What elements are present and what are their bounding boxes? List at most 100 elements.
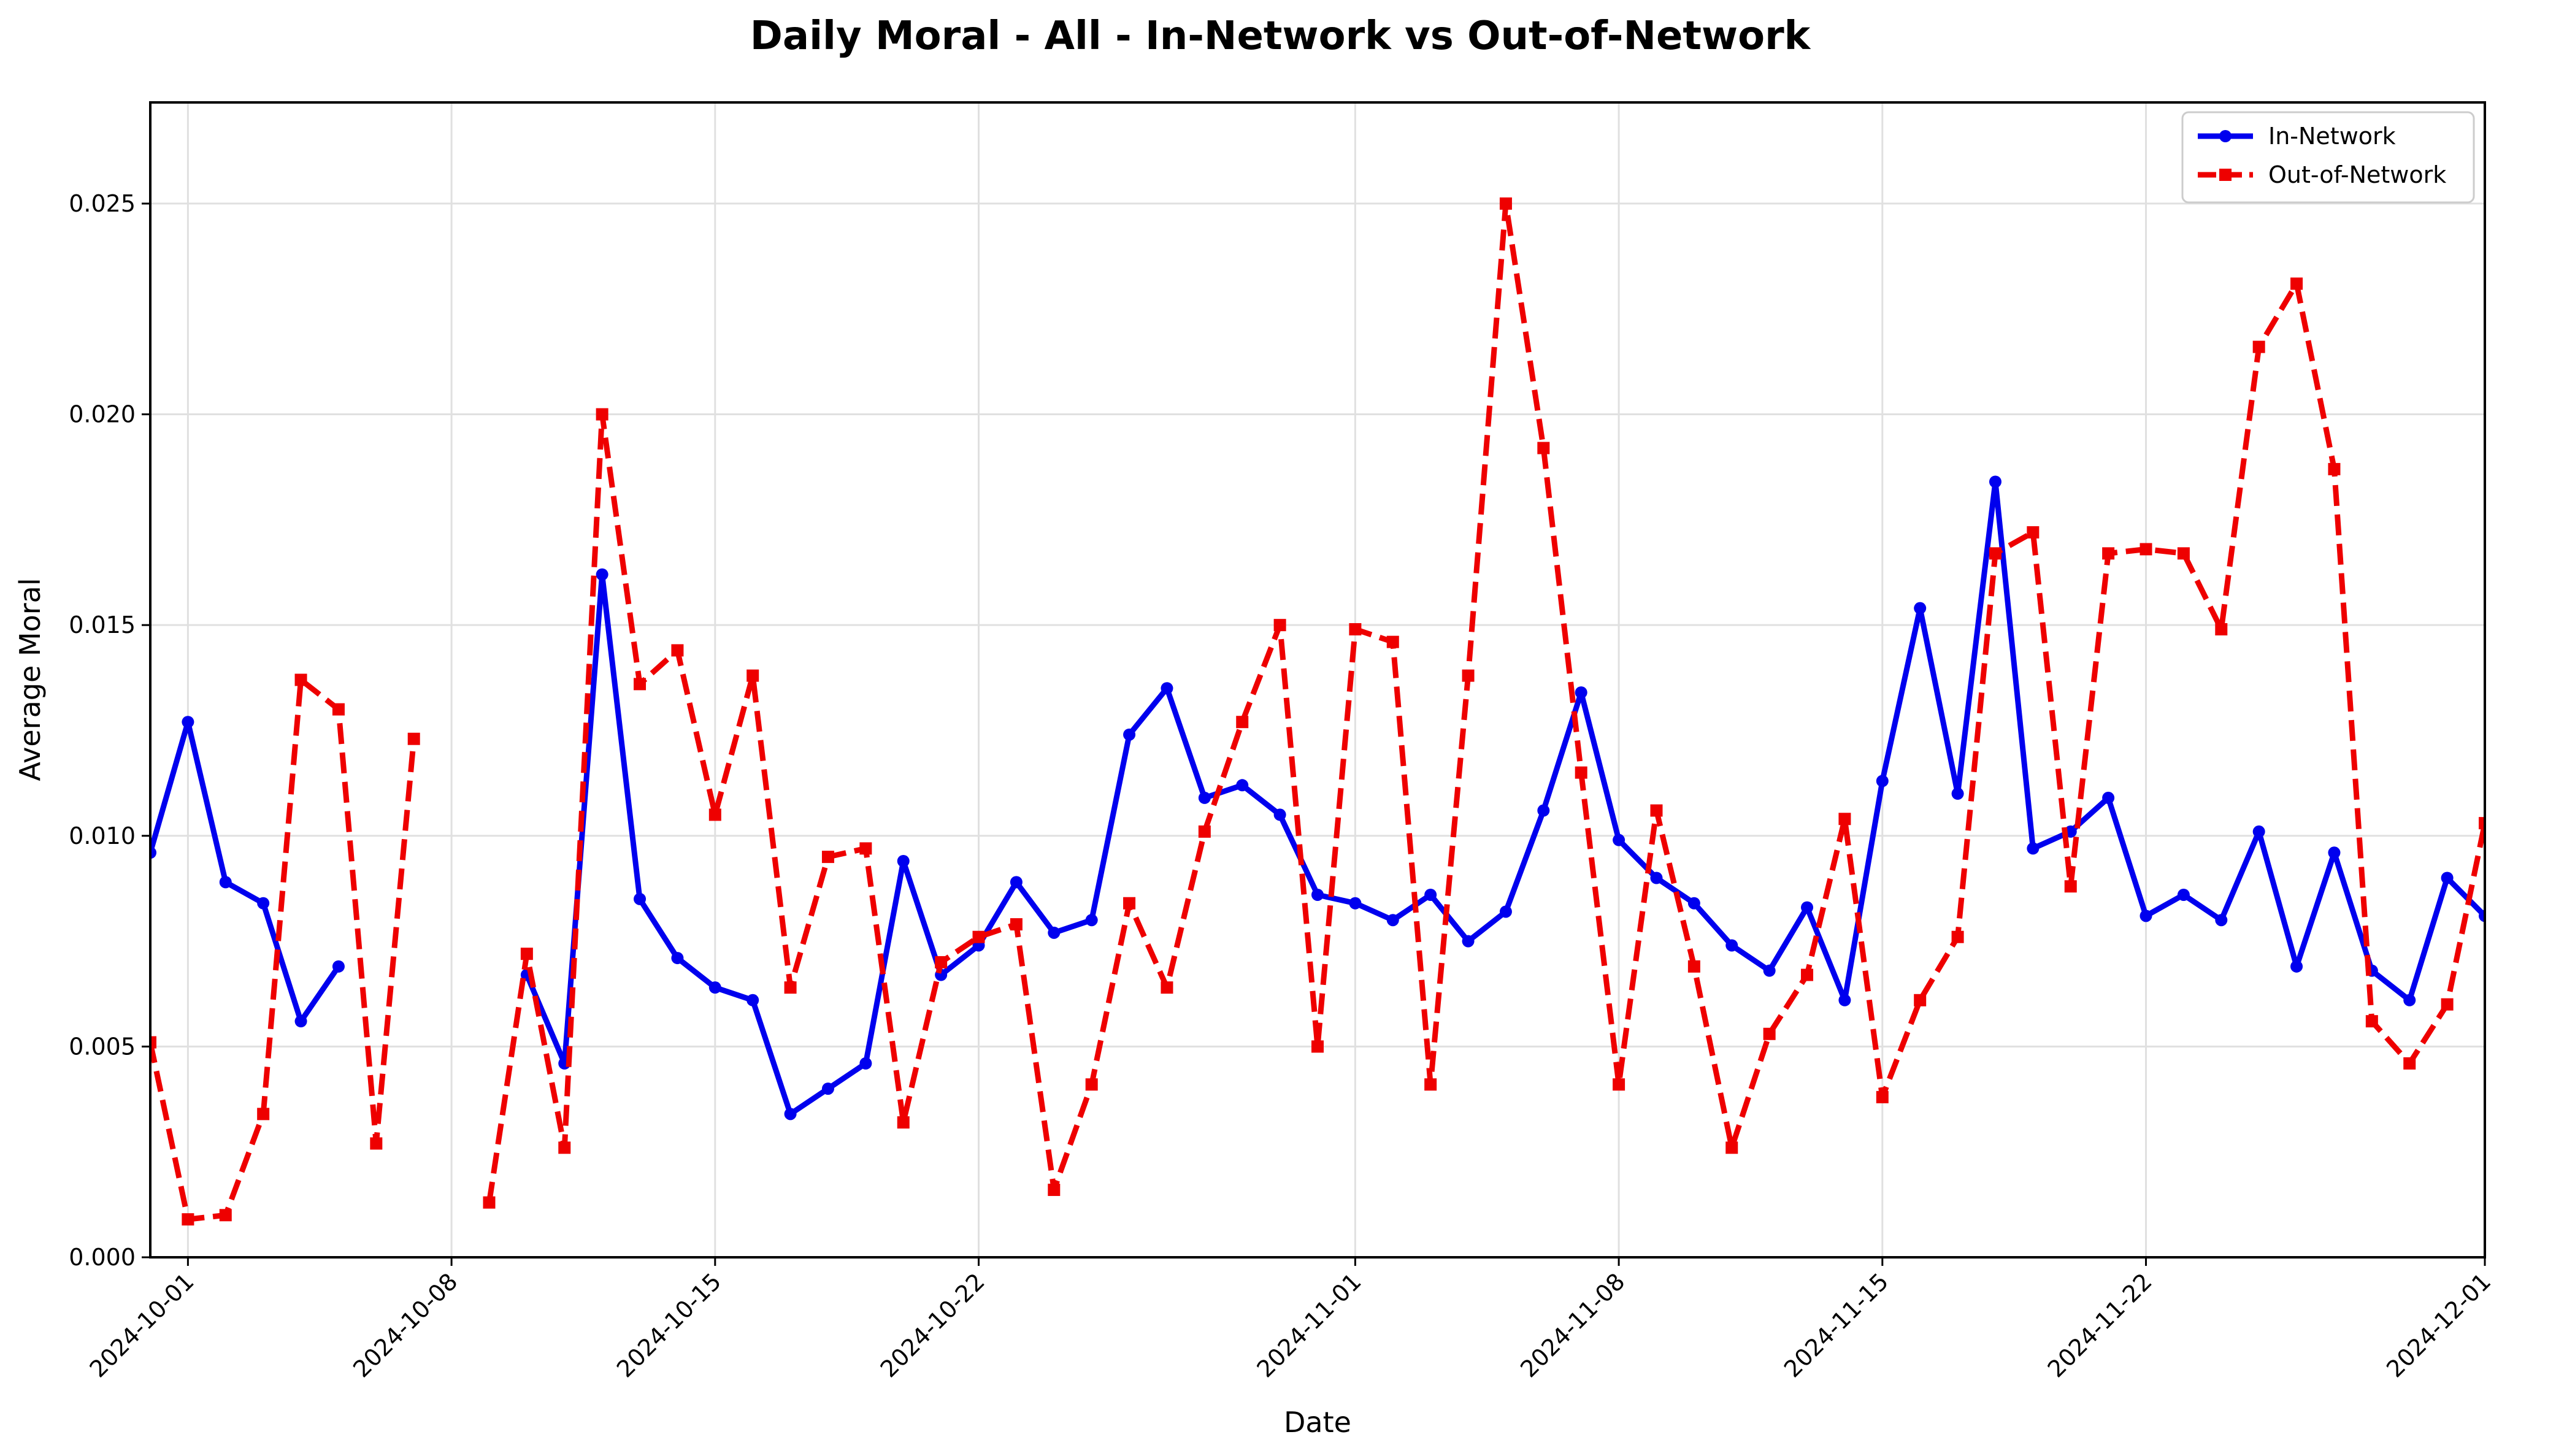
data-point-out-of-network bbox=[1349, 623, 1362, 636]
data-point-out-of-network bbox=[370, 1137, 383, 1150]
legend-box bbox=[2181, 111, 2475, 204]
data-point-in-network bbox=[634, 892, 647, 905]
data-point-in-network bbox=[1838, 994, 1851, 1006]
data-point-out-of-network bbox=[1123, 897, 1136, 910]
data-point-out-of-network bbox=[2479, 817, 2485, 830]
data-point-out-of-network bbox=[2102, 547, 2115, 560]
data-point-in-network bbox=[1687, 897, 1700, 910]
data-point-in-network bbox=[897, 855, 910, 868]
data-point-in-network bbox=[1914, 602, 1927, 615]
data-point-in-network bbox=[821, 1082, 834, 1095]
data-point-out-of-network bbox=[821, 851, 834, 864]
data-point-in-network bbox=[2403, 994, 2416, 1006]
series-line-out-of-network bbox=[486, 201, 2485, 1203]
data-point-in-network bbox=[1273, 808, 1286, 821]
data-point-out-of-network bbox=[182, 1213, 194, 1226]
data-point-out-of-network bbox=[150, 1036, 156, 1049]
data-point-in-network bbox=[1989, 475, 2001, 488]
data-point-out-of-network bbox=[1876, 1090, 1889, 1103]
data-point-in-network bbox=[1537, 804, 1550, 817]
data-point-out-of-network bbox=[972, 930, 985, 943]
data-point-out-of-network bbox=[1161, 981, 1173, 994]
y-tick-label: 0.005 bbox=[69, 1033, 136, 1060]
data-point-out-of-network bbox=[257, 1108, 270, 1121]
data-point-in-network bbox=[1951, 787, 1964, 800]
data-point-out-of-network bbox=[1838, 813, 1851, 826]
legend: In-Network Out-of-Network bbox=[2181, 111, 2475, 204]
data-point-in-network bbox=[182, 716, 194, 729]
data-point-in-network bbox=[671, 952, 684, 965]
data-point-out-of-network bbox=[1613, 1078, 1625, 1091]
data-point-out-of-network bbox=[1687, 960, 1700, 973]
data-point-in-network bbox=[1650, 872, 1663, 884]
data-point-out-of-network bbox=[1537, 442, 1550, 454]
data-point-in-network bbox=[708, 981, 721, 994]
data-point-out-of-network bbox=[2365, 1015, 2378, 1028]
legend-item-out-of-network: Out-of-Network bbox=[2198, 161, 2446, 188]
series-line-in-network bbox=[150, 719, 342, 1024]
data-point-out-of-network bbox=[219, 1209, 232, 1222]
data-point-in-network bbox=[2027, 842, 2040, 855]
data-point-in-network bbox=[1613, 833, 1625, 846]
data-point-in-network bbox=[1499, 905, 1512, 918]
data-point-in-network bbox=[2140, 910, 2152, 922]
data-point-out-of-network bbox=[294, 673, 307, 686]
legend-label: In-Network bbox=[2268, 123, 2396, 150]
y-tick-label: 0.015 bbox=[69, 611, 136, 638]
y-tick-label: 0.010 bbox=[69, 822, 136, 849]
data-point-in-network bbox=[1311, 888, 1324, 901]
data-point-out-of-network bbox=[634, 678, 647, 691]
y-tick-label: 0.025 bbox=[69, 190, 136, 217]
plot-frame bbox=[149, 101, 2486, 1259]
y-tick-label: 0.020 bbox=[69, 401, 136, 428]
data-point-in-network bbox=[1161, 682, 1173, 695]
data-point-out-of-network bbox=[671, 644, 684, 657]
data-point-in-network bbox=[596, 568, 608, 581]
data-point-in-network bbox=[1236, 779, 1249, 792]
data-point-out-of-network bbox=[2027, 526, 2040, 538]
data-point-in-network bbox=[150, 846, 156, 859]
data-point-in-network bbox=[2441, 872, 2454, 884]
chart-title: Daily Moral - All - In-Network vs Out-of… bbox=[750, 13, 1811, 59]
data-point-in-network bbox=[1876, 775, 1889, 787]
data-point-in-network bbox=[1462, 935, 1475, 948]
data-point-out-of-network bbox=[2064, 880, 2077, 893]
data-point-out-of-network bbox=[1311, 1040, 1324, 1053]
data-point-out-of-network bbox=[1048, 1184, 1061, 1197]
data-point-in-network bbox=[2215, 914, 2228, 927]
data-point-out-of-network bbox=[2215, 623, 2228, 636]
data-point-out-of-network bbox=[520, 948, 533, 960]
data-point-in-network bbox=[2252, 825, 2265, 838]
data-point-out-of-network bbox=[2328, 462, 2341, 475]
data-point-out-of-network bbox=[1386, 635, 1399, 648]
data-point-out-of-network bbox=[2441, 998, 2454, 1011]
legend-label: Out-of-Network bbox=[2268, 161, 2446, 188]
data-point-out-of-network bbox=[784, 981, 797, 994]
data-point-out-of-network bbox=[2403, 1057, 2416, 1070]
data-point-in-network bbox=[257, 897, 270, 910]
data-point-out-of-network bbox=[2177, 547, 2190, 560]
series-line-out-of-network bbox=[150, 677, 417, 1222]
data-point-in-network bbox=[2102, 791, 2115, 804]
data-point-out-of-network bbox=[1650, 804, 1663, 817]
data-point-in-network bbox=[1725, 939, 1738, 952]
data-point-out-of-network bbox=[1951, 930, 1964, 943]
data-point-out-of-network bbox=[1462, 669, 1475, 682]
data-point-in-network bbox=[1010, 876, 1023, 889]
data-point-in-network bbox=[859, 1057, 872, 1070]
series-out-of-network bbox=[150, 197, 2485, 1226]
data-point-out-of-network bbox=[332, 703, 345, 716]
data-point-out-of-network bbox=[1725, 1141, 1738, 1154]
data-point-in-network bbox=[332, 960, 345, 973]
legend-marker bbox=[2219, 130, 2232, 142]
data-point-out-of-network bbox=[1801, 968, 1814, 981]
y-axis-label: Average Moral bbox=[13, 578, 47, 781]
data-point-in-network bbox=[1424, 888, 1437, 901]
data-point-in-network bbox=[2328, 846, 2341, 859]
y-tick-label: 0.000 bbox=[69, 1244, 136, 1271]
data-point-in-network bbox=[1801, 901, 1814, 914]
data-point-out-of-network bbox=[1273, 619, 1286, 632]
data-point-out-of-network bbox=[2252, 340, 2265, 353]
